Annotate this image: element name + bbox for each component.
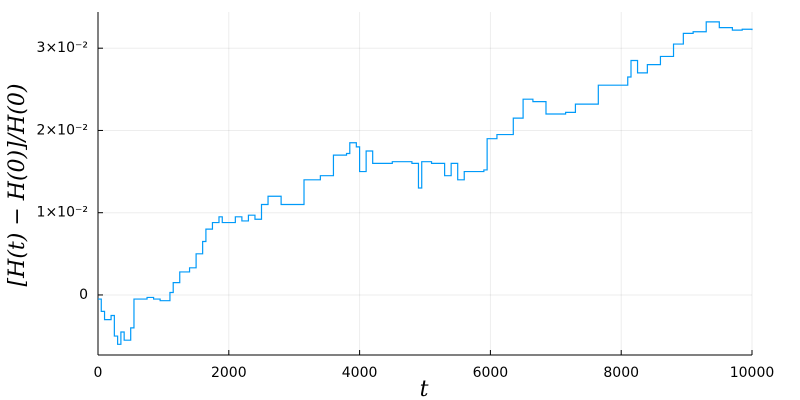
line xyxy=(98,21,753,345)
x-tick-label: 4000 xyxy=(342,365,378,381)
y-axis-label: [H(t) − H(0)]/H(0) xyxy=(5,84,30,287)
x-tick-label: 6000 xyxy=(473,365,509,381)
x-tick-label: 2000 xyxy=(211,365,247,381)
y-tick-label: 2×10⁻² xyxy=(37,122,88,138)
y-tick-label: 1×10⁻² xyxy=(37,205,88,221)
x-tick-label: 8000 xyxy=(603,365,639,381)
x-axis-label: t xyxy=(420,377,429,400)
y-tick-label: 3×10⁻² xyxy=(37,40,88,56)
y-tick-label: 0 xyxy=(79,287,88,303)
x-tick-label: 0 xyxy=(94,365,103,381)
x-tick-label: 10000 xyxy=(730,365,775,381)
